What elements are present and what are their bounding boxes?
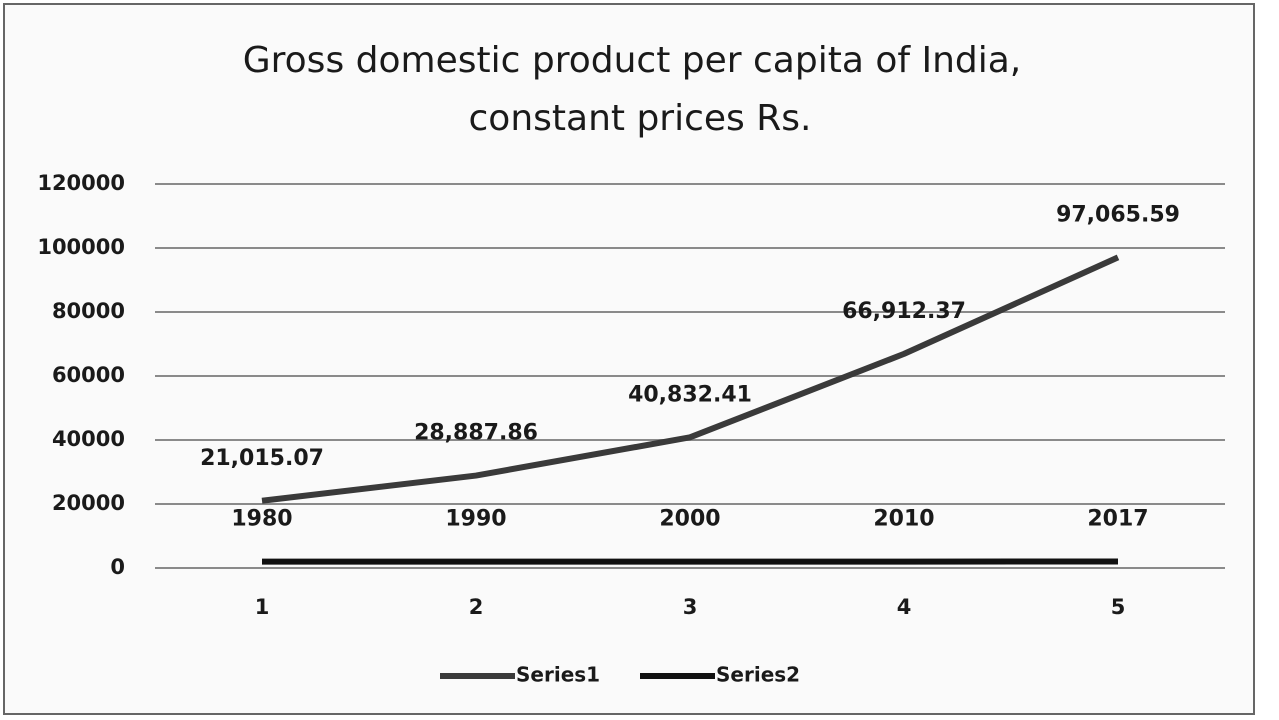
y-tick-label: 60000 [52, 363, 125, 387]
data-label: 97,065.59 [1056, 202, 1180, 227]
x-tick-label: 4 [897, 595, 912, 619]
chart-title: Gross domestic product per capita of Ind… [243, 40, 1022, 81]
y-tick-label: 20000 [52, 491, 125, 515]
x-tick-label: 3 [683, 595, 698, 619]
x-tick-label: 5 [1111, 595, 1126, 619]
data-label: 40,832.41 [628, 382, 752, 407]
data-label: 2000 [659, 507, 720, 532]
y-tick-label: 80000 [52, 299, 125, 323]
chart-frame [3, 3, 1255, 715]
data-label: 1990 [445, 507, 506, 532]
y-tick-label: 40000 [52, 427, 125, 451]
x-tick-label: 2 [469, 595, 484, 619]
data-label: 21,015.07 [200, 446, 324, 471]
x-tick-label: 1 [255, 595, 270, 619]
legend-label: Series2 [716, 663, 800, 687]
data-label: 1980 [231, 507, 292, 532]
y-tick-label: 0 [110, 555, 125, 579]
data-label: 2010 [873, 507, 934, 532]
chart-title: constant prices Rs. [469, 98, 812, 139]
y-tick-label: 120000 [37, 171, 125, 195]
y-tick-label: 100000 [37, 235, 125, 259]
legend-label: Series1 [516, 663, 600, 687]
data-label: 2017 [1087, 507, 1148, 532]
data-label: 66,912.37 [842, 299, 966, 324]
series-line [261, 254, 1120, 504]
data-label: 28,887.86 [414, 421, 538, 446]
